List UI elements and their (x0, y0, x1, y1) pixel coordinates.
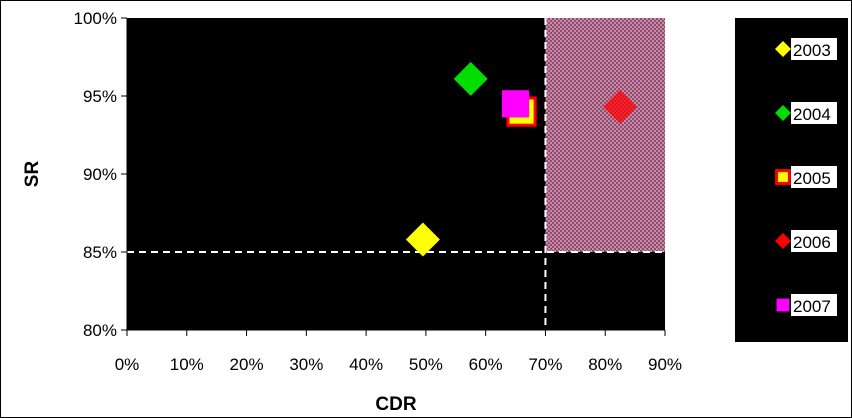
legend-label: 2005 (793, 169, 831, 188)
x-tick-label: 10% (170, 355, 204, 374)
legend-label-bg (791, 38, 837, 60)
legend-entry-2006: 2006 (775, 230, 837, 252)
legend-label: 2004 (793, 105, 831, 124)
x-tick-label: 20% (230, 355, 264, 374)
marker-2007 (501, 90, 530, 118)
data-point-2007 (501, 90, 530, 118)
y-tick-label: 100% (74, 9, 117, 28)
x-tick-label: 90% (648, 355, 682, 374)
legend-label-bg (791, 166, 837, 188)
x-tick-label: 40% (349, 355, 383, 374)
x-tick-label: 50% (409, 355, 443, 374)
x-tick-label: 0% (115, 355, 140, 374)
y-tick-label: 95% (83, 87, 117, 106)
legend-entry-2005: 2005 (775, 166, 837, 188)
y-tick-label: 85% (83, 243, 117, 262)
legend-marker-2005 (775, 169, 791, 185)
y-axis-title: SR (22, 161, 43, 188)
y-tick-label: 90% (83, 165, 117, 184)
marker-2003 (405, 222, 440, 257)
legend-marker-2007 (776, 298, 790, 312)
marker-2004 (453, 61, 488, 96)
x-tick-label: 80% (588, 355, 622, 374)
legend-label: 2007 (793, 297, 831, 316)
legend-marker-2004 (775, 105, 791, 121)
x-axis-title: CDR (375, 394, 416, 415)
x-tick-label: 70% (528, 355, 562, 374)
legend-marker-2003 (775, 41, 791, 57)
target-region (545, 18, 665, 252)
legend-entry-2004: 2004 (775, 102, 837, 124)
data-point-2004 (453, 61, 488, 96)
legend-label: 2003 (793, 41, 831, 60)
legend-entry-2003: 2003 (775, 38, 837, 60)
x-tick-label: 60% (469, 355, 503, 374)
legend-entry-2007: 2007 (776, 294, 837, 316)
data-point-2006 (603, 89, 638, 124)
data-point-2003 (405, 222, 440, 257)
marker-2006 (603, 89, 638, 124)
legend-label-bg (791, 294, 837, 316)
y-tick-label: 80% (83, 321, 117, 340)
legend-label: 2006 (793, 233, 831, 252)
x-tick-label: 30% (289, 355, 323, 374)
legend-label-bg (791, 102, 837, 124)
legend-label-bg (791, 230, 837, 252)
legend-marker-2006 (775, 233, 791, 249)
